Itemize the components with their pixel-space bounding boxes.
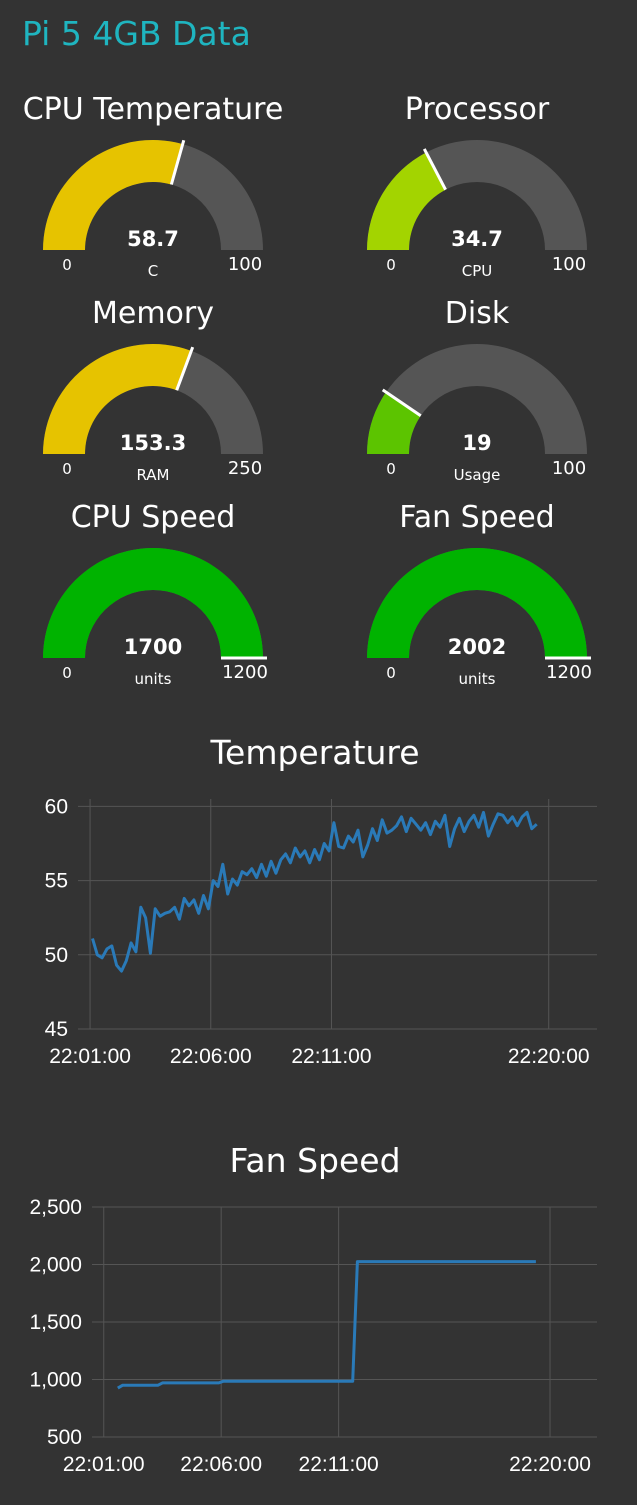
gauge-units: RAM [136, 466, 170, 484]
gauge-processor: Processor 34.7 CPU 0 100 [327, 88, 627, 288]
gauge-units: Usage [453, 466, 501, 484]
x-tick-label: 22:11:00 [291, 1045, 371, 1068]
gauge-max: 100 [551, 458, 587, 479]
gauge-track [367, 344, 587, 454]
gauge-dial [367, 344, 587, 454]
y-tick-label: 500 [47, 1426, 82, 1449]
gauge-needle [381, 388, 422, 418]
y-tick-label: 45 [45, 1018, 68, 1041]
gauge-units: units [134, 670, 172, 688]
x-tick-label: 22:01:00 [49, 1045, 131, 1068]
gauge-min: 0 [62, 664, 72, 682]
gauge-dial [43, 344, 263, 454]
gauge-dial [367, 548, 591, 660]
x-tick-label: 22:06:00 [180, 1453, 262, 1476]
gauge-title: Disk [444, 296, 510, 331]
gauge-disk: Disk 19 Usage 0 100 [327, 292, 627, 492]
gauge-value: 1700 [123, 635, 183, 659]
chart-plot: 500 1,000 1,500 2,000 2,500 22:01:00 22:06:00 2… [29, 1196, 597, 1476]
gauge-value: 34.7 [451, 227, 503, 251]
gauge-value: 153.3 [119, 431, 187, 455]
y-tick-label: 55 [45, 870, 68, 893]
gauge-value: 2002 [447, 635, 507, 659]
fan-speed-chart: Fan Speed 500 1,000 1,500 2,000 2,500 22:01:0… [0, 1141, 637, 1501]
gauge-min: 0 [62, 460, 72, 478]
gauge-fan-speed: Fan Speed 2002 units 0 1200 [327, 496, 627, 696]
x-tick-label: 22:11:00 [299, 1453, 379, 1476]
gauge-cpu-temperature: CPU Temperature 58.7 C 0 100 [3, 88, 303, 288]
x-tick-label: 22:01:00 [63, 1453, 145, 1476]
gauge-title: Memory [91, 296, 214, 331]
series-line [91, 810, 538, 973]
gauge-max: 100 [551, 254, 587, 275]
series-line [117, 1260, 536, 1390]
x-tick-label: 22:06:00 [170, 1045, 252, 1068]
gauge-fill [43, 140, 183, 250]
gauge-memory: Memory 153.3 RAM 0 250 [3, 292, 303, 492]
gauge-min: 0 [386, 460, 396, 478]
y-tick-label: 2,000 [29, 1254, 82, 1277]
gauge-min: 0 [386, 256, 396, 274]
y-tick-label: 60 [45, 795, 68, 818]
gauge-value: 58.7 [127, 227, 179, 251]
chart-title: Temperature [210, 733, 420, 772]
gauge-dial [43, 548, 267, 660]
gauge-title: CPU Temperature [22, 92, 284, 127]
gauge-title: Fan Speed [399, 500, 555, 535]
gauge-fill [367, 152, 446, 250]
gauge-dial [43, 139, 263, 250]
gauge-cpu-speed: CPU Speed 1700 units 0 1200 [3, 496, 303, 696]
gauge-max: 1200 [222, 662, 268, 683]
page-title: Pi 5 4GB Data [22, 14, 251, 53]
gauge-max: 250 [227, 458, 263, 479]
gauge-units: CPU [461, 262, 493, 280]
gauge-max: 100 [227, 254, 263, 275]
y-tick-label: 1,000 [29, 1369, 82, 1392]
gauge-fill [367, 548, 587, 658]
gauge-title: Processor [404, 92, 550, 127]
gauge-title: CPU Speed [70, 500, 236, 535]
chart-title: Fan Speed [229, 1141, 401, 1180]
y-tick-label: 1,500 [29, 1311, 82, 1334]
y-tick-label: 50 [45, 944, 68, 967]
gauge-value: 19 [462, 431, 492, 455]
gauge-min: 0 [386, 664, 396, 682]
x-tick-label: 22:20:00 [509, 1453, 591, 1476]
gauge-needle [169, 139, 186, 185]
gauge-units: C [147, 262, 159, 280]
gauge-needle [422, 148, 447, 191]
chart-plot: 45 50 55 60 22:01:00 22:06:00 22:11:00 22:20:00 [45, 795, 597, 1068]
x-tick-label: 22:20:00 [508, 1045, 590, 1068]
gauge-min: 0 [62, 256, 72, 274]
gauge-fill [43, 548, 263, 658]
y-tick-label: 2,500 [29, 1196, 82, 1219]
gauge-needle [175, 346, 195, 391]
gauge-units: units [458, 670, 496, 688]
temperature-chart: Temperature 45 50 55 60 22:01:00 22:06:00 22:1… [0, 733, 637, 1093]
gauge-max: 1200 [546, 662, 592, 683]
gauge-fill [43, 344, 192, 454]
gauge-dial [367, 140, 587, 250]
